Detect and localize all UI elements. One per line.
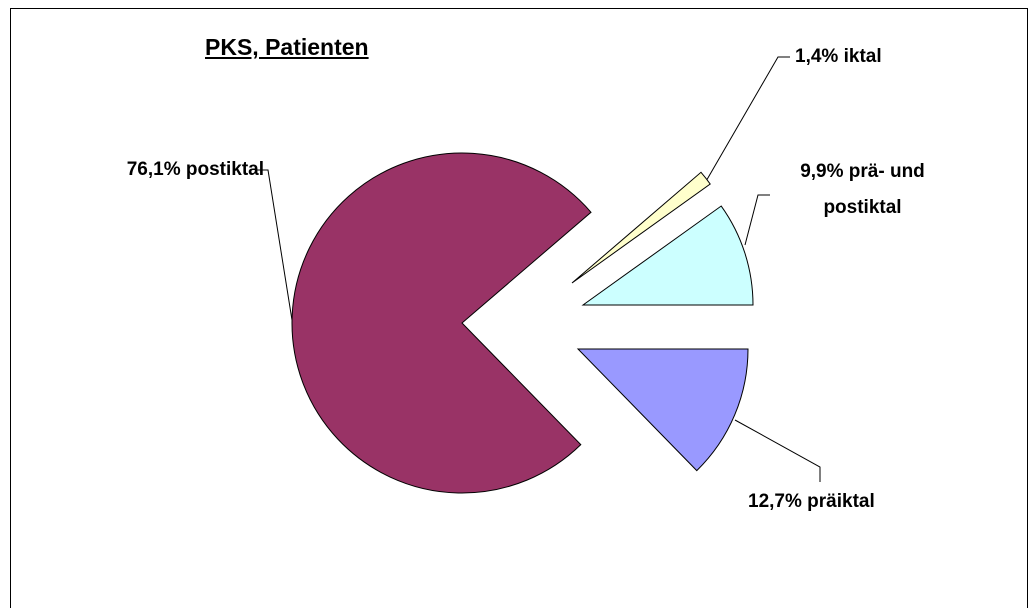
- category-label: präiktal: [807, 491, 875, 512]
- leader-line: [734, 419, 821, 482]
- frame: [10, 8, 1028, 608]
- slice-label: 1,4% iktal: [795, 39, 995, 75]
- leader-line: [704, 56, 790, 184]
- value-label: 9,9%: [800, 161, 844, 182]
- value-label: 12,7%: [748, 491, 802, 512]
- leader-line: [744, 194, 770, 246]
- slice-label: 76,1% postiktal: [34, 152, 264, 188]
- pie-slice: [291, 152, 592, 494]
- slice-label: 12,7% präiktal: [748, 484, 968, 520]
- value-label: 76,1%: [126, 159, 181, 180]
- leader-line: [256, 169, 293, 321]
- slice-label: 9,9% prä- und postiktal: [770, 154, 955, 226]
- category-label: prä- und postiktal: [823, 161, 925, 218]
- pie-slice: [571, 171, 711, 284]
- value-label: 1,4%: [795, 46, 839, 67]
- pie-slice: [581, 205, 754, 306]
- pie: [291, 152, 754, 494]
- category-label: postiktal: [185, 159, 264, 180]
- category-label: iktal: [843, 46, 882, 67]
- chart-title: PKS, Patienten: [205, 34, 369, 60]
- leader-lines: [256, 56, 821, 482]
- pie-slice: [576, 348, 749, 472]
